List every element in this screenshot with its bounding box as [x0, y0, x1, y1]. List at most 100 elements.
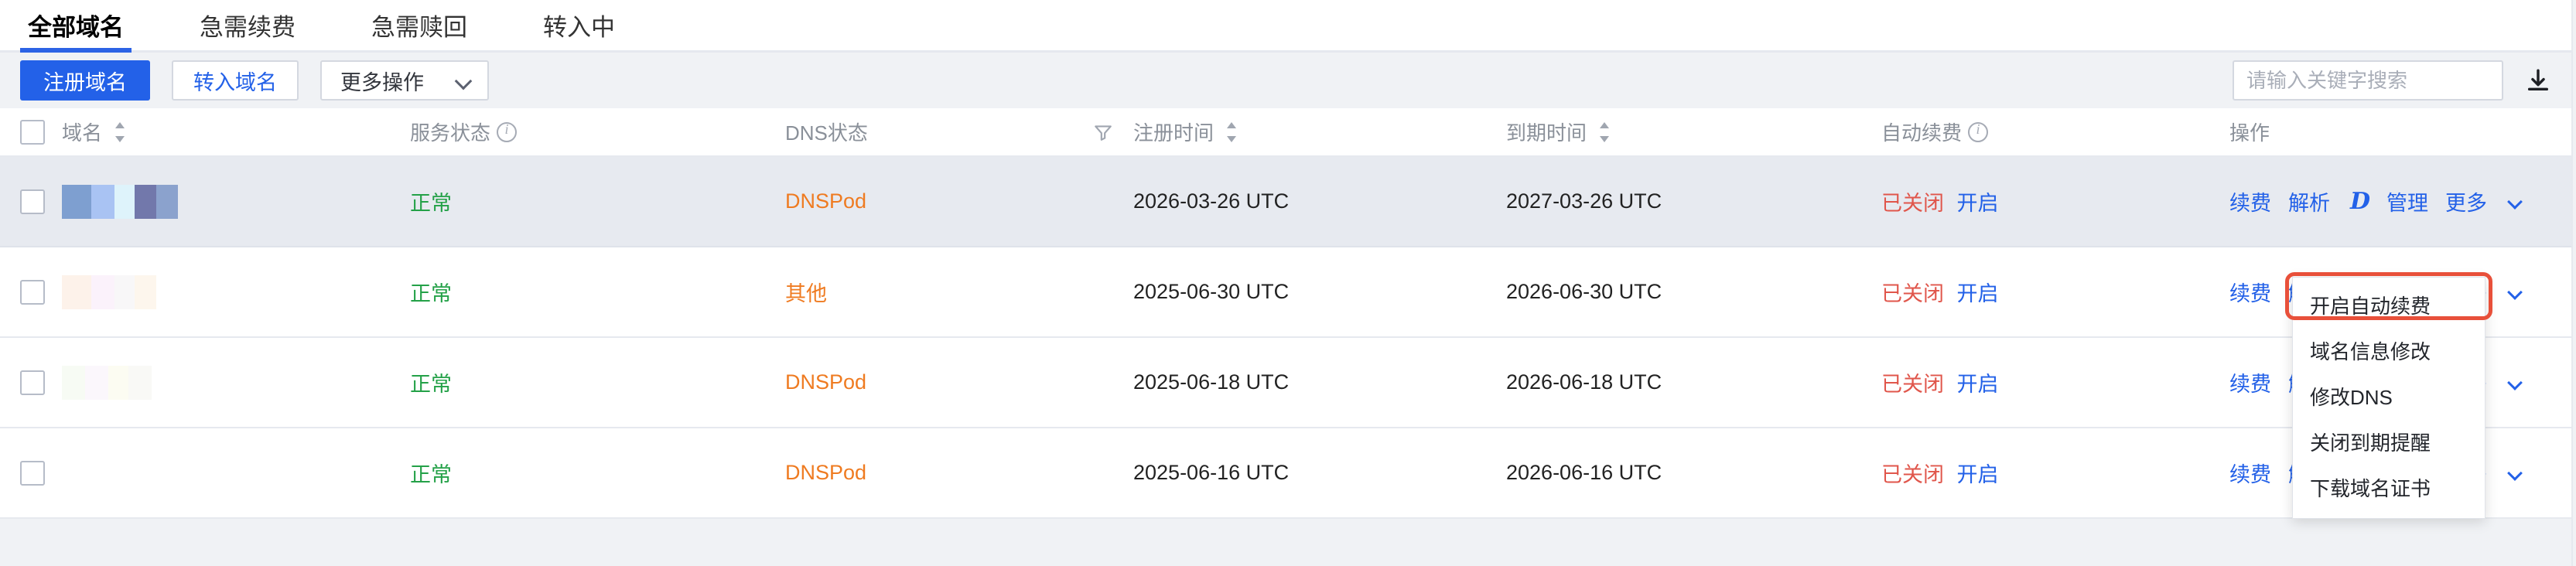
tab-label: 转入中 [543, 14, 615, 41]
auto-renew-status: 已关闭 [1881, 373, 1944, 396]
cell-expire-time: 2026-06-16 UTC [1506, 461, 1662, 484]
header-cell-operations: 操作 [2229, 118, 2576, 146]
header-cell-dns: DNS状态 [785, 118, 1133, 146]
table-row[interactable]: 正常 DNSPod 2026-03-26 UTC 2027-03-26 UTC … [0, 157, 2576, 247]
header-label-register-time: 注册时间 [1133, 121, 1215, 145]
redaction-block [108, 365, 128, 400]
menu-item-disable-expiry-reminder[interactable]: 关闭到期提醒 [2293, 419, 2485, 465]
tab-transferring[interactable]: 转入中 [535, 0, 623, 50]
chevron-down-icon [456, 73, 472, 88]
select-all-checkbox[interactable] [20, 119, 45, 145]
cell-service-status: 正常 [410, 186, 785, 217]
auto-renew-enable-link[interactable]: 开启 [1956, 192, 1999, 215]
cell-auto-renew: 已关闭 开启 [1881, 458, 2229, 488]
renew-link[interactable]: 续费 [2229, 282, 2271, 305]
more-actions-dropdown[interactable]: 开启自动续费 域名信息修改 修改DNS 关闭到期提醒 下载域名证书 [2292, 277, 2485, 519]
auto-renew-status: 已关闭 [1881, 192, 1944, 215]
cell-expire-time: 2026-06-30 UTC [1506, 280, 1662, 303]
dnspod-d-icon: D [2350, 188, 2370, 215]
more-link[interactable]: 更多 [2445, 192, 2488, 215]
transfer-domain-button[interactable]: 转入域名 [172, 60, 299, 101]
cell-domain [62, 274, 410, 309]
auto-renew-enable-link[interactable]: 开启 [1956, 373, 1999, 396]
menu-item-label: 下载域名证书 [2310, 477, 2431, 500]
menu-item-enable-auto-renew[interactable]: 开启自动续费 [2293, 282, 2485, 328]
manage-link[interactable]: 管理 [2386, 192, 2429, 215]
table-row[interactable]: 正常 其他 2025-06-30 UTC 2026-06-30 UTC 已关闭 … [0, 247, 2576, 338]
cell-register-time: 2025-06-16 UTC [1133, 461, 1290, 484]
resolve-link[interactable]: 解析 [2288, 192, 2330, 215]
filter-icon[interactable] [1093, 122, 1113, 142]
register-domain-label: 注册域名 [43, 70, 127, 94]
cell-dns-status: DNSPod [785, 370, 1133, 394]
more-operations-select[interactable]: 更多操作 [320, 60, 489, 101]
tab-urgent-redeem[interactable]: 急需赎回 [364, 0, 475, 50]
row-checkbox[interactable] [20, 279, 45, 305]
dns-status-value: DNSPod [785, 370, 867, 394]
row-checkbox[interactable] [20, 460, 45, 486]
redaction-block [62, 184, 91, 219]
cell-domain [62, 184, 410, 219]
dns-status-value: DNSPod [785, 189, 867, 213]
row-checkbox-cell [0, 370, 62, 395]
info-icon[interactable] [497, 121, 518, 142]
tab-bar: 全部域名 急需续费 急需赎回 转入中 [0, 0, 2576, 53]
sort-icon[interactable] [1597, 121, 1611, 144]
header-cell-domain[interactable]: 域名 [62, 118, 410, 146]
tab-label: 全部域名 [28, 14, 124, 41]
redaction-block [114, 184, 135, 219]
menu-item-label: 修改DNS [2310, 386, 2393, 409]
auto-renew-status: 已关闭 [1881, 282, 1944, 305]
chevron-down-icon[interactable] [2509, 465, 2524, 481]
info-icon[interactable] [1968, 121, 1989, 142]
redaction-block [156, 184, 178, 219]
redaction-block [114, 274, 135, 309]
renew-link[interactable]: 续费 [2229, 463, 2271, 486]
table-row[interactable]: 正常 DNSPod 2025-06-16 UTC 2026-06-16 UTC … [0, 428, 2576, 519]
download-icon[interactable] [2520, 63, 2556, 98]
auto-renew-enable-link[interactable]: 开启 [1956, 282, 1999, 305]
menu-item-modify-dns[interactable]: 修改DNS [2293, 373, 2485, 419]
header-label-operations: 操作 [2229, 121, 2270, 145]
row-checkbox[interactable] [20, 370, 45, 395]
menu-item-edit-domain-info[interactable]: 域名信息修改 [2293, 328, 2485, 373]
service-status-value: 正常 [410, 192, 452, 215]
header-cell-expire-time[interactable]: 到期时间 [1506, 118, 1881, 146]
operations-group: 续费 解析 D 管理 更多 [2229, 186, 2556, 217]
cell-dns-status: DNSPod [785, 189, 1133, 213]
header-label-expire-time: 到期时间 [1506, 121, 1587, 145]
menu-item-download-certificate[interactable]: 下载域名证书 [2293, 465, 2485, 510]
vertical-scrollbar[interactable] [2571, 0, 2576, 566]
header-cell-register-time[interactable]: 注册时间 [1133, 118, 1506, 146]
cell-register-time: 2025-06-18 UTC [1133, 370, 1290, 394]
renew-link[interactable]: 续费 [2229, 373, 2271, 396]
cell-dns-status: 其他 [785, 277, 1133, 307]
domain-redaction [62, 456, 410, 490]
renew-link[interactable]: 续费 [2229, 192, 2271, 215]
menu-item-label: 开启自动续费 [2310, 295, 2431, 318]
tab-all-domains[interactable]: 全部域名 [20, 0, 132, 53]
chevron-down-icon[interactable] [2509, 375, 2524, 390]
auto-renew-enable-link[interactable]: 开启 [1956, 463, 1999, 486]
cell-domain [62, 456, 410, 490]
table-row[interactable]: 正常 DNSPod 2025-06-18 UTC 2026-06-18 UTC … [0, 338, 2576, 428]
header-label-service: 服务状态 [410, 121, 491, 145]
cell-auto-renew: 已关闭 开启 [1881, 277, 2229, 307]
row-checkbox[interactable] [20, 189, 45, 214]
domain-redaction [62, 274, 410, 309]
domain-redaction [62, 365, 410, 400]
menu-item-label: 域名信息修改 [2310, 340, 2431, 363]
redaction-block [91, 274, 114, 309]
search-box[interactable] [2233, 60, 2503, 101]
search-input[interactable] [2246, 68, 2489, 93]
redaction-block [91, 184, 114, 219]
cell-service-status: 正常 [410, 458, 785, 488]
register-domain-button[interactable]: 注册域名 [20, 60, 150, 101]
chevron-down-icon[interactable] [2509, 194, 2524, 210]
chevron-down-icon[interactable] [2509, 285, 2524, 300]
sort-icon[interactable] [1225, 121, 1238, 144]
sort-icon[interactable] [113, 121, 127, 144]
tab-urgent-renew[interactable]: 急需续费 [192, 0, 303, 50]
domain-table: 域名 服务状态 DNS状态 注册时间 到期时间 [0, 108, 2576, 519]
